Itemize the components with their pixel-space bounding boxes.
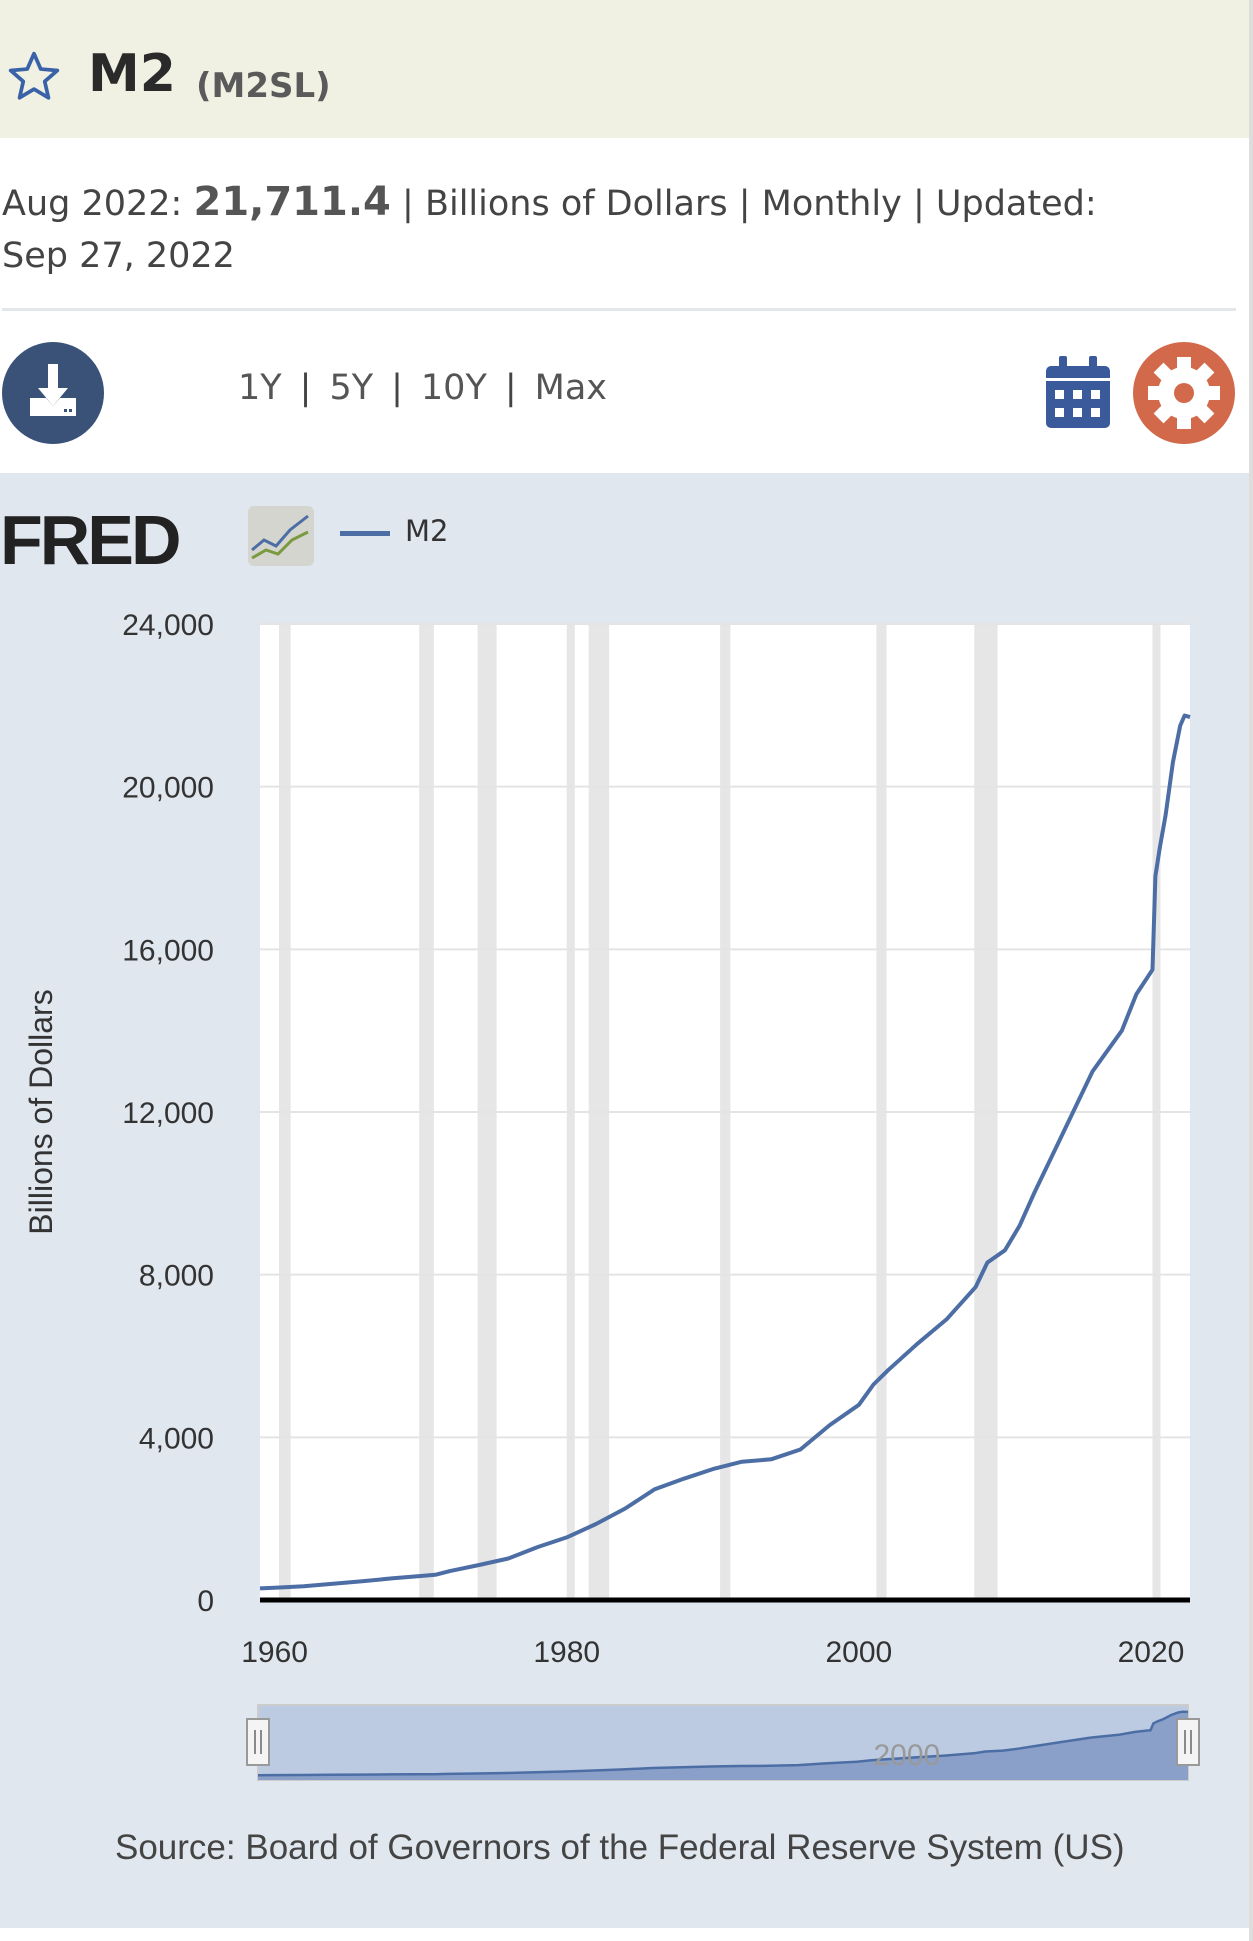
download-button[interactable]: [2, 342, 104, 444]
calendar-icon[interactable]: [1046, 356, 1110, 428]
fred-logo-text: FRED: [0, 501, 182, 579]
series-summary: Aug 2022: 21,711.4 | Billions of Dollars…: [2, 176, 1202, 282]
y-tick-label: 20,000: [122, 772, 214, 805]
x-tick-label: 2000: [825, 1636, 892, 1669]
legend-label-m2[interactable]: M2: [405, 514, 449, 548]
separator: |: [738, 184, 751, 224]
range-selector: 1Y | 5Y | 10Y | Max: [238, 368, 607, 408]
gear-icon: [1148, 357, 1220, 429]
navigator-area: [258, 1711, 1188, 1780]
y-tick-label: 4,000: [139, 1422, 214, 1455]
frequency: Monthly: [761, 184, 902, 224]
y-tick-label: 16,000: [122, 934, 214, 967]
y-tick-label: 12,000: [122, 1097, 214, 1130]
y-tick-label: 0: [197, 1585, 214, 1618]
series-title: M2: [88, 44, 176, 104]
download-icon: [30, 364, 76, 416]
navigator-handle[interactable]: [1176, 1718, 1200, 1766]
series-line-m2: [259, 713, 1191, 1591]
divider: [2, 308, 1236, 311]
range-10y[interactable]: 10Y: [420, 368, 487, 408]
range-5y[interactable]: 5Y: [329, 368, 374, 408]
x-tick-label: 1960: [241, 1636, 308, 1669]
separator: |: [299, 368, 312, 408]
x-tick-label: 2020: [1118, 1636, 1185, 1669]
obs-date: Aug 2022:: [2, 184, 183, 224]
updated-date: Sep 27, 2022: [2, 236, 235, 276]
series-id: (M2SL): [196, 66, 331, 106]
updated-label: Updated:: [935, 184, 1097, 224]
series-header: M2 (M2SL): [0, 0, 1253, 138]
star-icon[interactable]: [6, 48, 62, 106]
separator: |: [504, 368, 517, 408]
page-border: [1249, 0, 1253, 1941]
y-tick-label: 24,000: [122, 609, 214, 642]
y-axis-label: Billions of Dollars: [23, 989, 59, 1234]
range-1y[interactable]: 1Y: [238, 368, 282, 408]
obs-value: 21,711.4: [193, 179, 391, 225]
navigator-handle[interactable]: [246, 1718, 270, 1766]
x-tick-label: 1980: [533, 1636, 600, 1669]
source-note: Source: Board of Governors of the Federa…: [115, 1828, 1125, 1867]
legend-swatch-m2: [340, 531, 390, 536]
units: Billions of Dollars: [424, 184, 728, 224]
range-max[interactable]: Max: [534, 368, 607, 408]
separator: |: [912, 184, 925, 224]
fred-logo[interactable]: FRED: [0, 500, 182, 580]
y-tick-label: 8,000: [139, 1260, 214, 1293]
separator: |: [391, 368, 403, 408]
navigator-line: [257, 1710, 1189, 1777]
navigator-label: 2000: [873, 1739, 940, 1772]
settings-button[interactable]: [1133, 342, 1235, 444]
separator: |: [402, 184, 414, 224]
fred-logo-graph-icon: [248, 506, 314, 566]
